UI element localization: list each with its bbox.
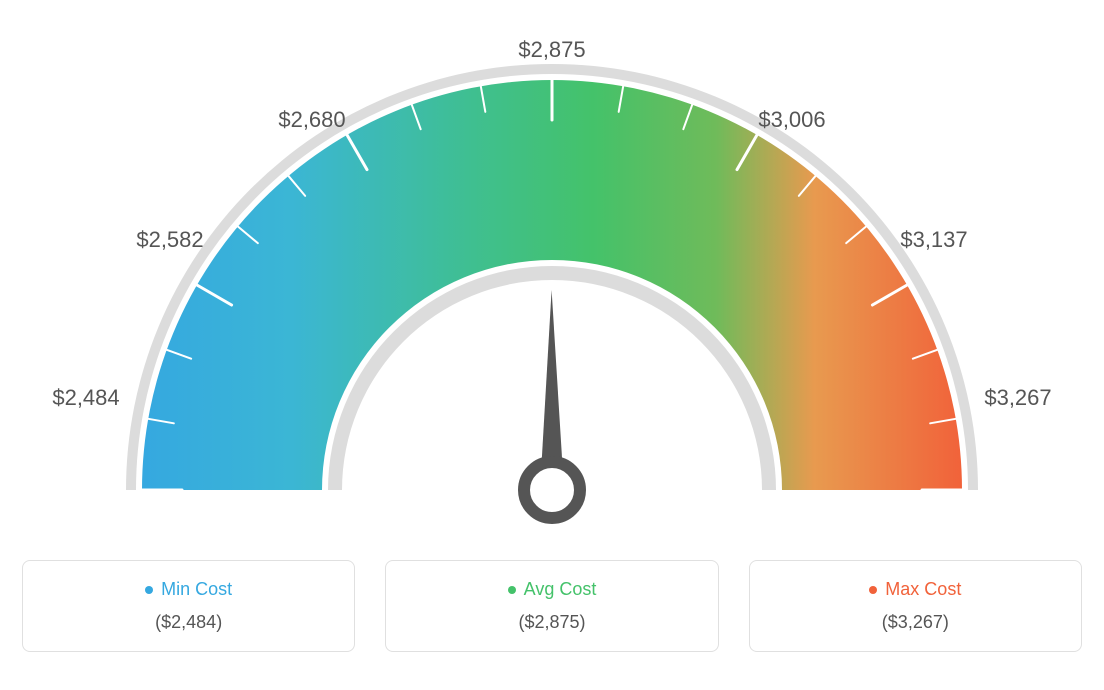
cost-gauge: $2,484 $2,582 $2,680 $2,875 $3,006 $3,137 $3,2… <box>22 20 1082 540</box>
gauge-needle-hub <box>524 462 580 518</box>
legend-label-text-min: Min Cost <box>161 579 232 600</box>
legend-dot-max <box>869 586 877 594</box>
gauge-tick-label: $2,582 <box>136 227 203 253</box>
legend-value-max: ($3,267) <box>770 612 1061 633</box>
gauge-svg <box>22 20 1082 540</box>
gauge-tick-label: $2,680 <box>278 107 345 133</box>
gauge-tick-label: $3,137 <box>900 227 967 253</box>
legend-label-min: Min Cost <box>43 579 334 600</box>
legend-card-min: Min Cost ($2,484) <box>22 560 355 652</box>
gauge-tick-label: $3,006 <box>758 107 825 133</box>
legend-label-text-avg: Avg Cost <box>524 579 597 600</box>
legend-value-min: ($2,484) <box>43 612 334 633</box>
gauge-tick-label: $2,875 <box>518 37 585 63</box>
legend-value-avg: ($2,875) <box>406 612 697 633</box>
legend-card-max: Max Cost ($3,267) <box>749 560 1082 652</box>
legend-dot-min <box>145 586 153 594</box>
legend-row: Min Cost ($2,484) Avg Cost ($2,875) Max … <box>22 560 1082 652</box>
legend-label-text-max: Max Cost <box>885 579 961 600</box>
legend-card-avg: Avg Cost ($2,875) <box>385 560 718 652</box>
legend-label-avg: Avg Cost <box>406 579 697 600</box>
gauge-tick-label: $3,267 <box>984 385 1051 411</box>
gauge-tick-label: $2,484 <box>52 385 119 411</box>
legend-dot-avg <box>508 586 516 594</box>
legend-label-max: Max Cost <box>770 579 1061 600</box>
